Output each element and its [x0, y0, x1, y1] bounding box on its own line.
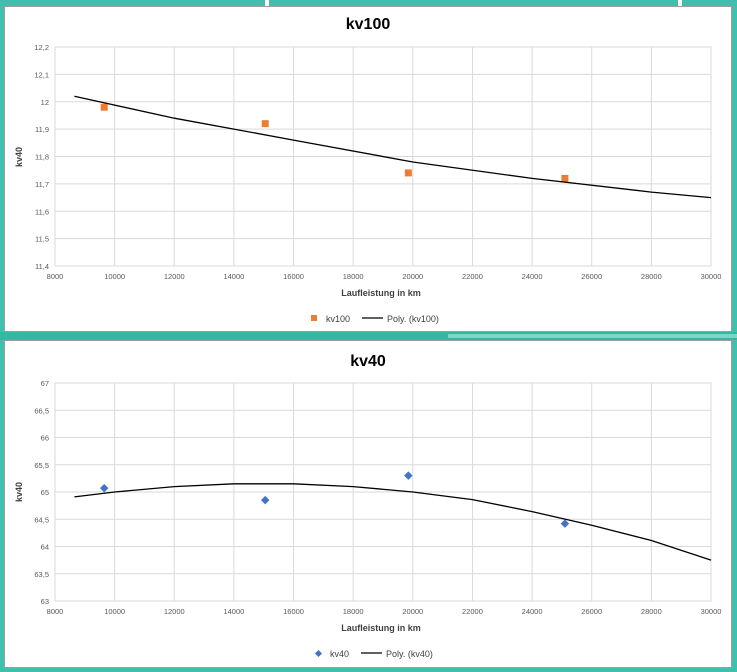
y-tick-label: 11,7 [35, 180, 49, 189]
legend[interactable]: kv100 Poly. (kv100) [311, 314, 439, 324]
legend-marker-kv40 [314, 649, 323, 658]
background-divider [265, 0, 269, 6]
y-tick-label: 66 [41, 434, 49, 443]
x-tick-label: 26000 [581, 607, 602, 616]
chart-panel-kv100[interactable]: kv100 8000 10000 12000 14000 16000 18000 20000… [4, 6, 732, 332]
data-point [260, 495, 270, 505]
x-tick-label: 10000 [104, 272, 125, 281]
data-point [404, 471, 413, 480]
x-tick-label: 28000 [641, 607, 662, 616]
chart-title: kv40 [350, 353, 386, 370]
data-point [560, 519, 570, 528]
y-tick-label: 11,8 [35, 153, 49, 162]
x-tick-label: 22000 [462, 272, 483, 281]
x-tick-label: 16000 [283, 607, 304, 616]
y-tick-label: 66,5 [34, 406, 49, 415]
gridlines [54, 382, 712, 602]
x-tick-label: 28000 [641, 272, 662, 281]
background-divider [678, 0, 682, 6]
y-tick-label: 12,2 [34, 43, 49, 52]
y-axis-label: kv40 [14, 147, 24, 167]
x-tick-label: 12000 [164, 272, 185, 281]
legend-label-trend: Poly. (kv40) [386, 649, 433, 659]
axis-ticks: 8000 10000 12000 14000 16000 18000 20000 22000 2… [34, 43, 721, 281]
x-tick-label: 10000 [104, 607, 125, 616]
y-tick-label: 63,5 [34, 570, 49, 579]
data-point [561, 174, 569, 182]
y-tick-label: 64 [41, 543, 49, 552]
trendline [74, 95, 712, 199]
x-tick-label: 8000 [47, 607, 64, 616]
x-tick-label: 14000 [223, 607, 244, 616]
trendline [74, 483, 712, 561]
gridlines [54, 46, 712, 267]
x-tick-label: 20000 [402, 607, 423, 616]
y-tick-label: 11,6 [35, 207, 49, 216]
chart-kv40: kv40 8000 10000 12000 14000 16000 18000 20000 2… [14, 353, 721, 659]
data-point [261, 120, 269, 128]
chart-panel-kv40[interactable]: kv40 8000 10000 12000 14000 16000 18000 20000 2… [4, 340, 732, 668]
x-tick-label: 18000 [343, 272, 364, 281]
x-tick-label: 14000 [223, 272, 244, 281]
axis-ticks: 8000 10000 12000 14000 16000 18000 20000 22000 2… [34, 379, 721, 616]
y-tick-label: 12,1 [34, 70, 49, 79]
data-point [404, 169, 412, 177]
x-tick-label: 20000 [402, 272, 423, 281]
data-point [99, 483, 109, 493]
y-tick-label: 11,4 [35, 262, 49, 271]
x-tick-label: 24000 [522, 607, 543, 616]
y-tick-label: 67 [41, 379, 49, 388]
legend-label-kv40: kv40 [330, 649, 349, 659]
background-strip-highlight [448, 334, 737, 338]
x-tick-label: 22000 [462, 607, 483, 616]
x-axis-label: Laufleistung in km [341, 623, 421, 633]
y-tick-label: 65,5 [34, 461, 49, 470]
x-tick-label: 26000 [581, 272, 602, 281]
x-axis-label: Laufleistung in km [341, 288, 421, 298]
x-tick-label: 16000 [283, 272, 304, 281]
x-tick-label: 18000 [343, 607, 364, 616]
y-tick-label: 11,9 [35, 125, 49, 134]
plot-area [74, 95, 712, 199]
chart-kv100: kv100 8000 10000 12000 14000 16000 18000 20000… [14, 16, 721, 324]
plot-area [74, 471, 712, 561]
y-tick-label: 11,5 [35, 235, 49, 244]
y-tick-label: 65 [41, 488, 49, 497]
background-strip [0, 332, 737, 340]
x-tick-label: 30000 [701, 272, 722, 281]
x-tick-label: 12000 [164, 607, 185, 616]
chart-title: kv100 [346, 16, 391, 33]
y-tick-label: 12 [41, 98, 49, 107]
legend-label-kv100: kv100 [326, 314, 350, 324]
x-tick-label: 8000 [47, 272, 64, 281]
x-tick-label: 30000 [701, 607, 722, 616]
data-point [100, 103, 108, 111]
legend-label-trend: Poly. (kv100) [387, 314, 439, 324]
legend[interactable]: kv40 Poly. (kv40) [314, 649, 433, 659]
x-tick-label: 24000 [522, 272, 543, 281]
y-tick-label: 63 [41, 597, 49, 606]
legend-marker-kv100 [311, 315, 317, 321]
y-axis-label: kv40 [14, 482, 24, 502]
y-tick-label: 64,5 [34, 515, 49, 524]
